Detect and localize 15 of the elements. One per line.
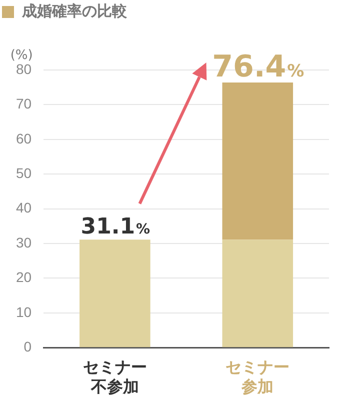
chart-title: 成婚確率の比較 <box>22 2 127 21</box>
y-tick-label: 0 <box>24 338 32 354</box>
x-tick-label: セミナー不参加 <box>82 360 147 396</box>
y-axis-title: (%) <box>10 48 33 63</box>
total-label: 76.4% <box>212 49 304 84</box>
y-tick-label: 20 <box>16 269 32 286</box>
x-tick-label: セミナー参加 <box>226 360 290 396</box>
y-tick-label: 80 <box>16 60 32 77</box>
y-tick-label: 40 <box>16 200 32 216</box>
y-tick-label: 30 <box>16 234 32 250</box>
y-tick-label: 50 <box>16 164 32 181</box>
y-tick-label: 70 <box>16 96 32 112</box>
y-tick-label: 60 <box>16 130 32 146</box>
total-label: 31.1% <box>80 214 150 240</box>
y-tick-label: 10 <box>16 304 32 320</box>
